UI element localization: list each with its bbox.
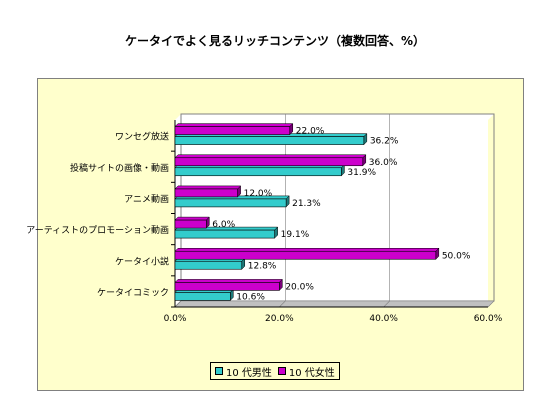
data-label: 10.6% (236, 292, 265, 302)
x-gridline-floor (487, 300, 495, 308)
x-gridline-floor (174, 300, 182, 308)
bar (174, 198, 287, 208)
data-label: 19.1% (281, 230, 310, 240)
legend-label: 10 代女性 (288, 367, 335, 379)
data-label: 50.0% (442, 251, 471, 261)
data-label: 20.0% (285, 282, 314, 292)
bar (174, 292, 231, 301)
x-gridline-floor (279, 300, 286, 308)
bar (174, 126, 291, 135)
x-tick-label: 0.0% (164, 314, 187, 324)
data-label: 21.3% (292, 199, 321, 209)
bar (174, 282, 280, 291)
legend-entry: 10 代女性 (277, 364, 335, 379)
bar (174, 229, 275, 239)
legend-entry: 10 代男性 (215, 364, 272, 379)
x-tick-label: 20.0% (265, 314, 294, 324)
y-tick-label: ケータイコミック (97, 287, 169, 298)
y-tick-label: アニメ動画 (124, 194, 169, 205)
bar (174, 250, 437, 260)
legend-swatch (277, 367, 286, 375)
bar-top (174, 123, 294, 127)
x-tick-label: 60.0% (474, 314, 503, 324)
bar (174, 188, 238, 198)
bar (174, 157, 364, 167)
y-tick-label: ケータイ小説 (115, 255, 169, 267)
y-tick-label: 投稿サイトの画像・動画 (70, 162, 169, 174)
bar-top (174, 248, 440, 252)
bar (174, 219, 207, 229)
chart-title: ケータイでよく見るリッチコンテンツ（複数回答、%） (124, 34, 426, 48)
bar (174, 167, 342, 177)
x-gridline-floor (383, 300, 390, 308)
data-label: 36.2% (370, 137, 399, 147)
legend: 10 代男性 10 代女性 (210, 362, 340, 380)
data-label: 31.9% (347, 168, 376, 178)
bar (174, 260, 243, 270)
bar-top (174, 216, 210, 221)
data-label: 6.0% (212, 220, 235, 230)
bar-top (174, 185, 242, 190)
legend-swatch (215, 367, 223, 375)
bar-top (174, 279, 283, 283)
data-label: 12.8% (248, 261, 277, 271)
legend-label: 10 代男性 (226, 367, 272, 379)
bar (174, 136, 365, 145)
x-tick-label: 40.0% (369, 314, 398, 324)
y-tick-label: アーティストのプロモーション動画 (26, 225, 169, 236)
data-label: 22.0% (296, 127, 325, 137)
data-label: 36.0% (369, 158, 398, 168)
data-label: 12.0% (244, 189, 273, 199)
bar-top (174, 154, 367, 158)
y-tick-label: ワンセグ放送 (115, 131, 169, 143)
plot-floor (174, 300, 495, 308)
